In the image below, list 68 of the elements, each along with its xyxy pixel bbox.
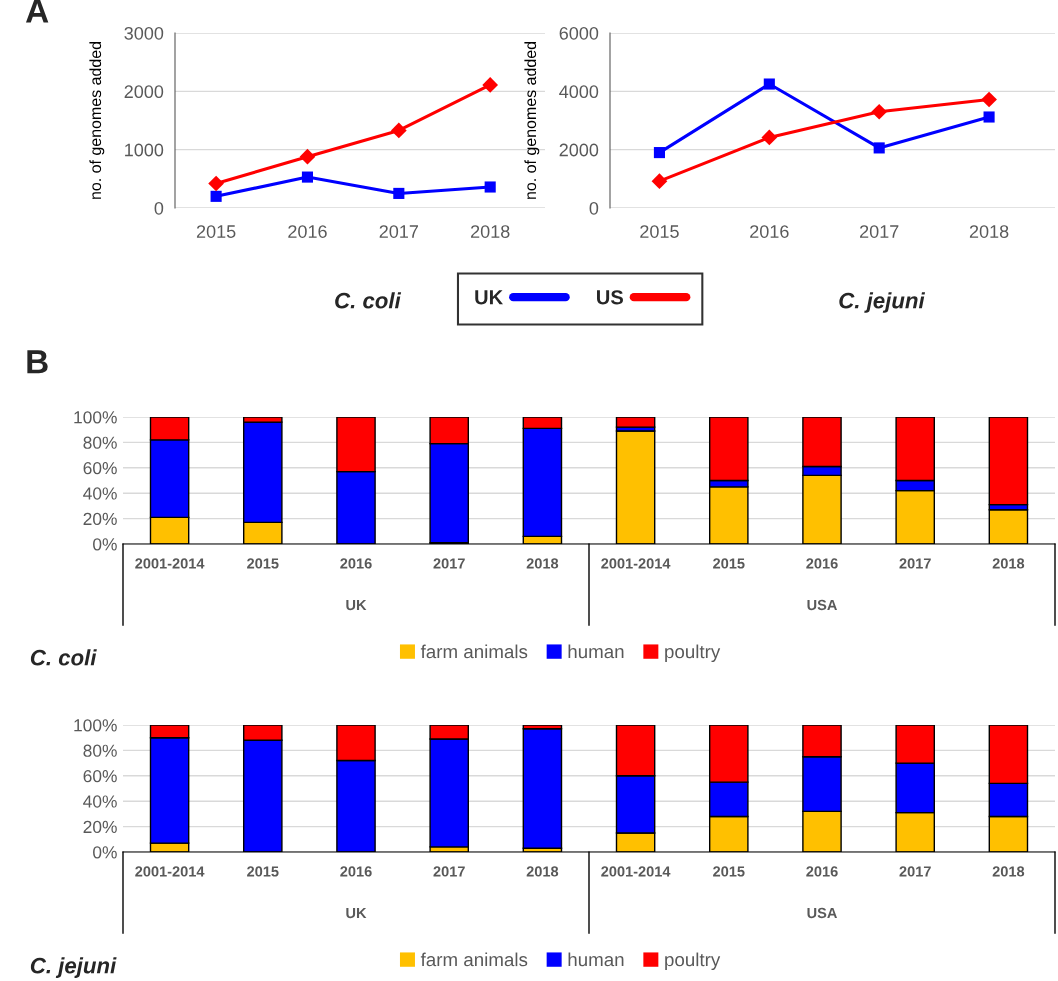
y-axis-title: no. of genomes added [89,42,105,199]
x-tick-label: 2015 [196,225,236,238]
x-tick-label: 2001-2014 [135,558,205,569]
y-tick-label: 60% [83,769,117,783]
y-tick-label: 3000 [124,26,164,40]
x-tick-label: 2016 [806,866,838,877]
x-tick-label: 2015 [713,558,745,569]
y-tick-label: 0 [589,201,599,215]
text: UK [346,907,367,919]
x-tick-label: 2001-2014 [601,558,671,569]
x-tick-label: 2016 [288,225,327,238]
y-tick-label: 4000 [559,85,599,99]
y-tick-label: 40% [83,487,117,500]
y-tick-label: 60% [83,461,117,475]
y-tick-label: 100% [74,719,117,732]
y-axis-title: no. of genomes added [524,42,540,199]
x-tick-label: 2018 [992,558,1025,569]
y-tick-label: 0% [93,846,117,859]
x-tick-label: 2015 [247,558,279,569]
y-tick-label: 0 [154,201,164,215]
y-tick-label: 20% [83,820,117,834]
y-tick-label: 80% [83,744,117,757]
y-tick-label: 20% [83,512,117,526]
y-tick-label: 1000 [125,143,164,157]
text: C. coli [30,649,97,666]
x-tick-label: 2015 [247,866,279,877]
x-tick-label: 2018 [526,866,559,877]
x-tick-label: 2017 [899,866,931,877]
legend-label: poultry [665,952,721,971]
text: UK [346,599,367,611]
legend-label: farm animals [420,644,528,659]
text: B [27,350,48,374]
x-tick-label: 2018 [969,225,1009,238]
legend-label: farm animals [420,952,528,967]
x-tick-label: 2016 [750,225,789,238]
x-tick-label: 2017 [379,225,419,238]
x-tick-label: 2015 [640,225,679,238]
x-tick-label: 2001-2014 [601,866,671,877]
text: USA [807,907,838,919]
y-tick-label: 6000 [559,26,599,40]
x-tick-label: 2015 [713,866,745,877]
text: USA [807,599,838,611]
text: C. coli [335,292,402,309]
x-tick-label: 2016 [806,558,838,569]
y-tick-label: 0% [93,538,117,551]
y-tick-label: 2000 [124,85,164,99]
legend-label: US [597,290,623,305]
legend-label: human [568,644,624,659]
x-tick-label: 2018 [471,225,510,238]
legend-label: human [568,952,624,967]
y-tick-label: 40% [83,795,117,808]
legend-label: poultry [665,644,721,663]
x-tick-label: 2018 [526,558,559,569]
text: A [25,0,49,23]
x-tick-label: 2017 [899,558,931,569]
x-tick-label: 2018 [992,866,1025,877]
y-tick-label: 80% [83,436,117,449]
x-tick-label: 2017 [433,866,465,877]
y-tick-label: 2000 [559,143,599,157]
x-tick-label: 2017 [433,558,465,569]
text: C. jejuni [30,957,117,978]
x-tick-label: 2001-2014 [135,866,205,877]
y-tick-label: 100% [74,411,117,424]
x-tick-label: 2017 [860,225,899,238]
text: C. jejuni [839,292,926,313]
x-tick-label: 2016 [340,558,372,569]
legend-label: UK [475,290,503,305]
x-tick-label: 2016 [340,866,372,877]
